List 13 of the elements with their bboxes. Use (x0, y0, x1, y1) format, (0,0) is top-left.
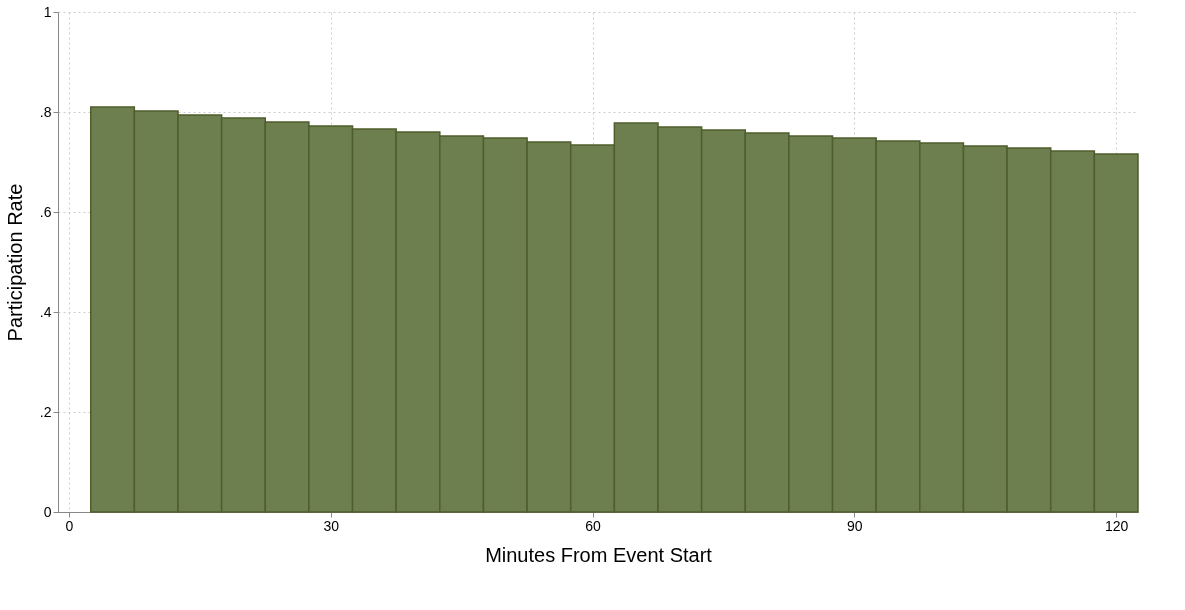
y-tick-label: .6 (39, 203, 52, 220)
x-tick-label: 90 (847, 517, 863, 534)
y-tick-label: .4 (39, 303, 52, 320)
x-tick-label: 60 (585, 517, 602, 534)
x-axis-title: Minutes From Event Start (485, 543, 713, 566)
y-tick-label: .2 (39, 403, 52, 420)
x-tick-label: 30 (323, 517, 340, 534)
y-tick-label: 1 (43, 3, 52, 20)
x-tick-label: 0 (65, 517, 74, 534)
y-axis-title: Participation Rate (3, 183, 26, 342)
y-tick-label: 0 (43, 503, 52, 520)
x-tick-label: 120 (1105, 517, 1129, 534)
y-tick-label: .8 (39, 103, 52, 120)
